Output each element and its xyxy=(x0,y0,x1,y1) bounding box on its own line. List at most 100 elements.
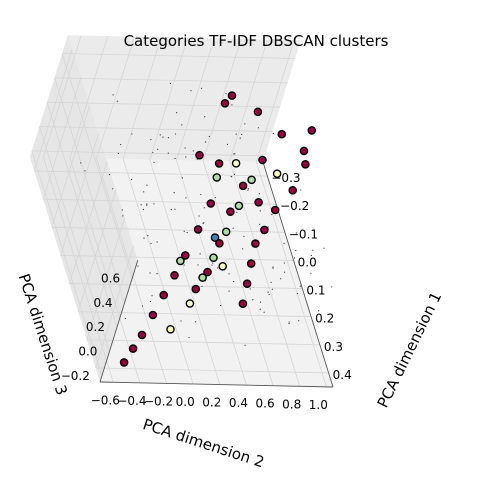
grid-x-floor xyxy=(78,311,312,318)
x-tick-label: −0.1 xyxy=(289,227,318,241)
scatter-point-series-2 xyxy=(272,169,282,178)
noise-point xyxy=(271,288,273,290)
noise-point xyxy=(239,137,241,139)
scatter-point-series-0 xyxy=(258,155,267,165)
y-tick-label: 0.8 xyxy=(282,397,301,411)
noise-point xyxy=(235,133,237,135)
grid-x-floor xyxy=(60,255,294,261)
grid-x-floor xyxy=(34,170,268,177)
noise-point xyxy=(197,264,199,266)
noise-point xyxy=(116,100,119,102)
grid-x-floor xyxy=(69,283,303,289)
data-points xyxy=(119,91,317,367)
noise-point xyxy=(300,189,302,191)
noise-point xyxy=(203,222,205,224)
x-tick-label: 0.1 xyxy=(306,284,325,298)
noise-point xyxy=(184,147,186,149)
noise-point xyxy=(183,230,185,233)
noise-point xyxy=(288,321,290,323)
noise-point xyxy=(230,175,232,178)
scatter-point-series-0 xyxy=(260,225,269,235)
noise-point xyxy=(232,227,234,229)
noise-point xyxy=(225,92,227,95)
noise-point xyxy=(267,291,269,293)
scatter-point-series-0 xyxy=(191,284,201,294)
noise-point xyxy=(156,241,158,243)
scatter-point-series-0 xyxy=(193,225,203,234)
noise-point xyxy=(150,242,152,245)
z-tick-label: 0.4 xyxy=(93,296,112,310)
chart-title: Categories TF-IDF DBSCAN clusters xyxy=(124,32,389,50)
scatter-point-series-1 xyxy=(209,253,218,263)
noise-point xyxy=(153,161,155,163)
axes-panes xyxy=(30,35,333,387)
noise-point xyxy=(124,317,126,320)
noise-point xyxy=(152,151,154,154)
tick-labels: −0.6−0.4−0.2 0.0 0.2 0.4 0.6 0.8 1.0−0.3−0.2−0… xyxy=(61,171,352,412)
grid-y-floor xyxy=(96,158,167,384)
noise-point xyxy=(283,271,286,273)
grid-y-back xyxy=(202,38,242,161)
noise-point xyxy=(84,170,86,172)
noise-point xyxy=(259,210,261,212)
noise-point xyxy=(267,226,269,228)
noise-point xyxy=(117,152,119,155)
scatter-point-series-0 xyxy=(137,330,147,340)
noise-point xyxy=(147,234,149,237)
noise-point xyxy=(169,82,171,85)
noise-point xyxy=(204,141,207,143)
noise-point xyxy=(186,231,188,234)
noise-point xyxy=(214,196,217,199)
scatter-point-series-0 xyxy=(148,310,158,320)
noise-point xyxy=(203,207,205,209)
scatter-point-series-0 xyxy=(299,146,309,156)
scatter-point-series-3 xyxy=(210,233,220,242)
grid-x-floor xyxy=(51,226,285,233)
noise-point xyxy=(263,311,265,313)
grid-x-left xyxy=(77,189,117,312)
scatter-point-series-0 xyxy=(227,91,237,100)
scatter-point-series-0 xyxy=(226,207,235,216)
scatter-point-series-0 xyxy=(270,205,280,215)
noise-point xyxy=(310,272,312,274)
grid-y-back xyxy=(96,36,135,159)
noise-point xyxy=(141,305,144,307)
noise-point xyxy=(151,295,153,297)
grid-z-left xyxy=(46,102,118,328)
x-tick-label: −0.3 xyxy=(271,171,300,185)
noise-point xyxy=(200,87,203,89)
noise-point xyxy=(243,235,245,237)
grid-z-left xyxy=(31,150,103,377)
noise-point xyxy=(272,266,274,268)
scatter-point-series-0 xyxy=(307,126,317,135)
noise-point xyxy=(331,286,333,288)
noise-point xyxy=(146,203,148,205)
axis-lines xyxy=(99,161,334,388)
noise-point xyxy=(80,162,82,164)
noise-point xyxy=(241,133,243,136)
noise-point xyxy=(258,193,260,195)
z-axis-line xyxy=(99,260,139,383)
noise-point xyxy=(299,285,301,287)
grid-z-left xyxy=(54,77,125,303)
noise-point xyxy=(226,143,229,145)
noise-point xyxy=(201,285,203,288)
grid-x-left xyxy=(51,105,91,228)
scatter-point-series-2 xyxy=(231,158,241,168)
noise-point xyxy=(159,134,161,136)
x-axis-line xyxy=(262,161,334,388)
grid-z-back xyxy=(54,77,288,84)
grid-x-left xyxy=(95,246,134,369)
noise-point xyxy=(236,211,238,214)
noise-point xyxy=(146,204,148,206)
grid-x-floor xyxy=(86,339,320,346)
noise-point xyxy=(167,137,170,139)
scatter-point-series-1 xyxy=(212,173,222,182)
x-tick-label: 0.4 xyxy=(333,368,352,382)
scatter-point-series-0 xyxy=(180,251,190,260)
noise-points xyxy=(80,82,333,346)
scatter-point-series-0 xyxy=(238,181,248,191)
noise-point xyxy=(298,320,300,322)
noise-point xyxy=(244,123,246,125)
grid-y-floor xyxy=(122,158,194,385)
